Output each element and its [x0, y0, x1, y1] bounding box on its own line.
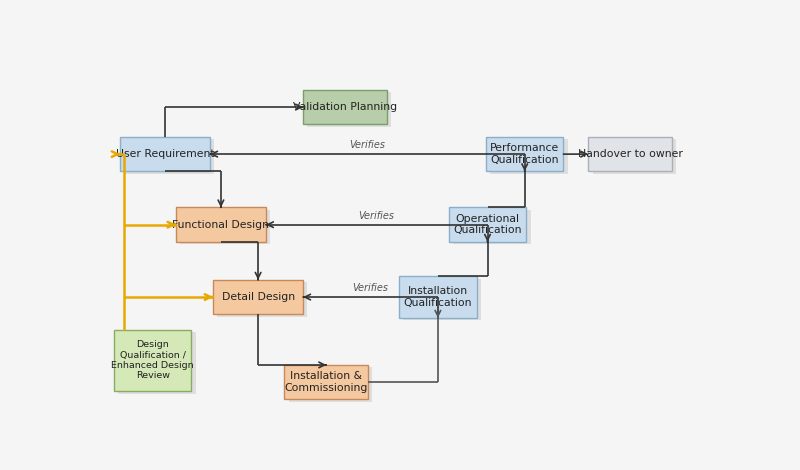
FancyBboxPatch shape [120, 137, 210, 171]
FancyBboxPatch shape [588, 137, 672, 171]
FancyBboxPatch shape [399, 276, 477, 318]
FancyBboxPatch shape [303, 90, 386, 124]
FancyBboxPatch shape [593, 140, 676, 174]
Text: Operational
Qualification: Operational Qualification [454, 214, 522, 235]
Text: Verifies: Verifies [358, 211, 394, 221]
FancyBboxPatch shape [490, 140, 568, 174]
FancyBboxPatch shape [289, 368, 373, 402]
Text: Verifies: Verifies [350, 141, 386, 150]
Text: Detail Design: Detail Design [222, 292, 294, 302]
FancyBboxPatch shape [453, 210, 530, 244]
FancyBboxPatch shape [114, 329, 191, 391]
FancyBboxPatch shape [403, 279, 481, 321]
Text: Validation Planning: Validation Planning [293, 102, 397, 112]
Text: Design
Qualification /
Enhanced Design
Review: Design Qualification / Enhanced Design R… [111, 340, 194, 381]
Text: Installation &
Commissioning: Installation & Commissioning [285, 371, 368, 393]
FancyBboxPatch shape [118, 332, 196, 394]
Text: User Requirement: User Requirement [116, 149, 214, 159]
Text: Functional Design: Functional Design [173, 219, 270, 230]
Text: Handover to owner: Handover to owner [578, 149, 682, 159]
Text: Installation
Qualification: Installation Qualification [404, 286, 472, 308]
FancyBboxPatch shape [218, 282, 307, 317]
FancyBboxPatch shape [125, 140, 214, 174]
FancyBboxPatch shape [285, 365, 368, 400]
Text: Verifies: Verifies [353, 283, 389, 293]
Text: Performance
Qualification: Performance Qualification [490, 143, 559, 165]
FancyBboxPatch shape [180, 210, 270, 244]
FancyBboxPatch shape [307, 93, 391, 127]
FancyBboxPatch shape [213, 280, 303, 314]
FancyBboxPatch shape [486, 137, 563, 171]
FancyBboxPatch shape [449, 207, 526, 242]
FancyBboxPatch shape [176, 207, 266, 242]
